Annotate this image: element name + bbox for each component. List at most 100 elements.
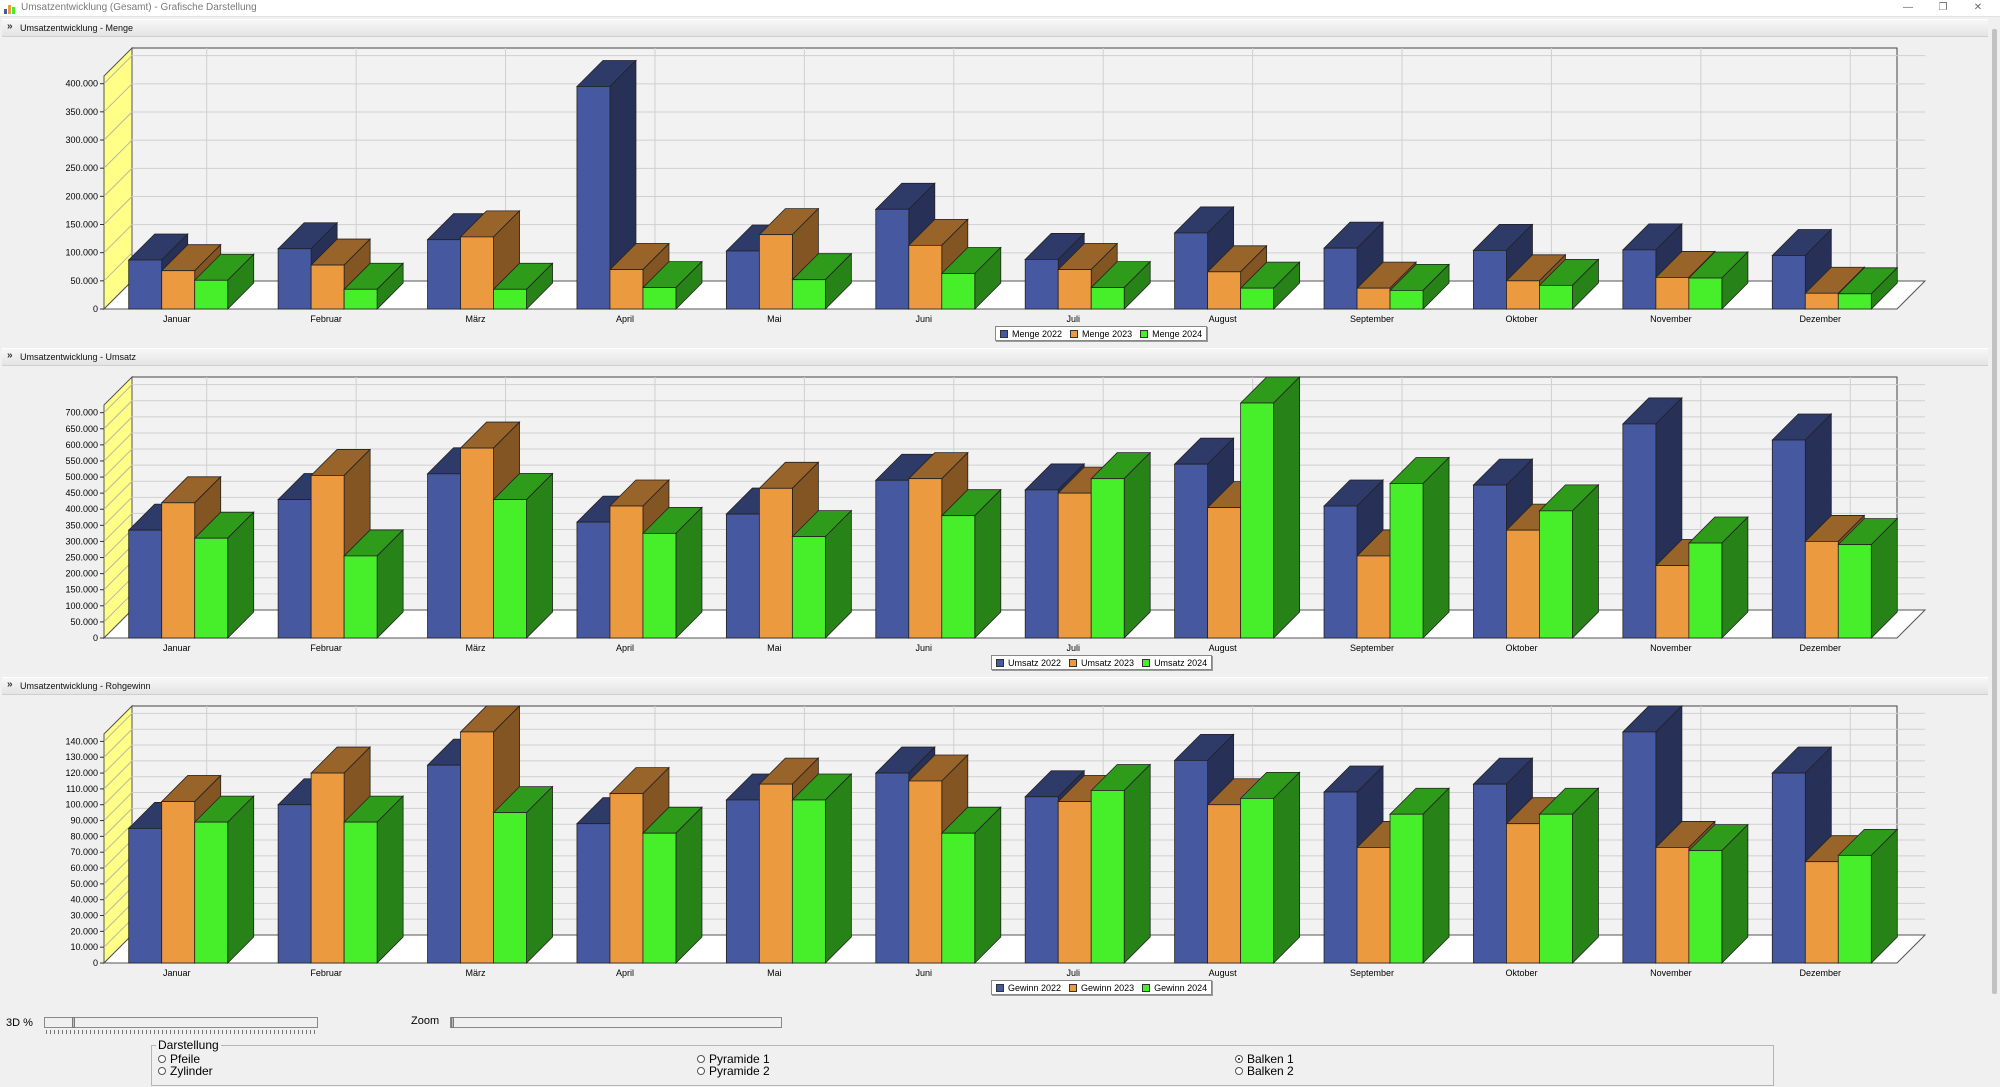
radio-circle[interactable] — [158, 1067, 166, 1075]
bar — [758, 207, 820, 310]
chart-svg: 0 50.000 100.000 150.000 200.000 250.000 300.0… — [65, 46, 1927, 324]
panel-header-menge[interactable]: » Umsatzentwicklung - Menge — [2, 19, 1988, 37]
y-tick-label: 450.000 — [65, 488, 98, 498]
radio-circle[interactable] — [1235, 1055, 1243, 1063]
depth-slider[interactable] — [44, 1017, 318, 1028]
bar-side-face — [1572, 483, 1599, 639]
collapse-chevron-icon[interactable]: » — [7, 350, 13, 361]
y-tick-label: 600.000 — [65, 440, 98, 450]
legend-item: Menge 2022 — [1000, 329, 1062, 339]
legend-swatch — [1000, 329, 1008, 338]
legend-label: Umsatz 2023 — [1081, 657, 1135, 668]
minimize-button[interactable]: — — [1903, 2, 1913, 13]
legend-swatch — [996, 658, 1004, 667]
radio-pyramide-1[interactable]: Pyramide 1 — [697, 1052, 770, 1066]
bar-front-face — [1024, 489, 1059, 639]
bar-side-face — [824, 773, 852, 964]
bar-front-face — [1207, 271, 1242, 310]
bar-front-face — [493, 499, 527, 639]
bar — [492, 262, 554, 310]
y-tick-label: 150.000 — [65, 219, 98, 229]
bar-side-face — [1273, 376, 1301, 639]
x-category-label: August — [1209, 968, 1238, 978]
chart-floor — [102, 934, 1927, 964]
bar — [1538, 258, 1600, 310]
x-category-label: Januar — [163, 314, 191, 324]
legend-item: Gewinn 2023 — [1069, 983, 1134, 993]
legend-swatch — [1142, 658, 1151, 667]
bar-front-face — [1688, 850, 1723, 964]
radio-pyramide-2[interactable]: Pyramide 2 — [697, 1064, 770, 1078]
wall-gridline — [103, 480, 133, 510]
x-category-label: Juni — [916, 968, 933, 978]
close-button[interactable]: ✕ — [1973, 2, 1983, 13]
panel-title-rohgewinn: Umsatzentwicklung - Rohgewinn — [20, 681, 151, 691]
bar-front-face — [1473, 250, 1507, 310]
bar-front-face — [941, 515, 976, 639]
radio-circle[interactable] — [158, 1055, 166, 1063]
x-category-label: April — [616, 643, 634, 653]
x-category-label: Februar — [310, 314, 342, 324]
bar-front-face — [1539, 510, 1573, 639]
radio-circle[interactable] — [697, 1055, 705, 1063]
restore-button[interactable]: ❐ — [1938, 2, 1948, 13]
wall-gridline — [103, 224, 133, 254]
y-tick-label: 350.000 — [65, 107, 98, 117]
bar-front-face — [1024, 259, 1059, 310]
bar — [641, 806, 703, 964]
bar-front-face — [609, 505, 644, 639]
y-tick-label: 20.000 — [70, 926, 98, 936]
panel-title-umsatz: Umsatzentwicklung - Umsatz — [20, 352, 137, 362]
panel-header-umsatz[interactable]: » Umsatzentwicklung - Umsatz — [2, 348, 1988, 366]
bar-front-face — [1804, 292, 1839, 310]
chart-umsatz: 0 50.000 100.000 150.000 200.000 250.000 300.0… — [2, 367, 1988, 677]
bar-front-face — [642, 532, 677, 639]
bar-front-face — [1174, 463, 1209, 639]
bar-front-face — [576, 521, 611, 639]
bar-side-face — [526, 472, 553, 639]
zoom-slider[interactable] — [450, 1017, 782, 1028]
wall-gridline — [103, 561, 133, 591]
radio-circle[interactable] — [697, 1067, 705, 1075]
bar-front-face — [609, 793, 644, 964]
depth-slider-thumb[interactable] — [72, 1017, 75, 1028]
bar-front-face — [1090, 790, 1125, 964]
bar-front-face — [1655, 847, 1690, 964]
bar — [1090, 763, 1152, 964]
radio-zylinder[interactable]: Zylinder — [158, 1064, 213, 1078]
y-tick-label: 150.000 — [65, 585, 98, 595]
chart-back-wall — [131, 705, 1898, 936]
zoom-slider-thumb[interactable] — [451, 1017, 454, 1028]
bar — [940, 488, 1002, 639]
y-tick-label: 550.000 — [65, 456, 98, 466]
collapse-chevron-icon[interactable]: » — [7, 679, 13, 690]
wall-gridline — [103, 545, 133, 574]
x-category-label: Juli — [1066, 314, 1080, 324]
radio-balken-1[interactable]: Balken 1 — [1235, 1052, 1294, 1066]
legend-label: Gewinn 2024 — [1154, 982, 1208, 993]
bar-front-face — [642, 832, 677, 964]
x-category-label: Dezember — [1800, 314, 1842, 324]
wall-gridline — [103, 823, 133, 853]
bar-front-face — [1356, 847, 1391, 964]
x-category-label: Juni — [916, 643, 933, 653]
panel-header-rohgewinn[interactable]: » Umsatzentwicklung - Rohgewinn — [2, 677, 1988, 695]
radio-balken-2[interactable]: Balken 2 — [1235, 1064, 1294, 1078]
x-category-label: Januar — [163, 643, 191, 653]
wall-gridline — [103, 918, 133, 948]
y-tick-label: 30.000 — [70, 911, 98, 921]
scrollbar-thumb[interactable] — [1992, 29, 1997, 994]
radio-pfeile[interactable]: Pfeile — [158, 1052, 200, 1066]
x-category-label: Oktober — [1505, 314, 1537, 324]
bar-front-face — [1174, 232, 1209, 310]
bar — [1687, 251, 1749, 310]
bar-front-face — [1389, 290, 1424, 310]
bar-front-face — [791, 536, 826, 639]
bar — [343, 528, 405, 639]
vertical-scrollbar[interactable] — [1990, 17, 2000, 1004]
y-tick-label: 0 — [93, 958, 98, 968]
y-tick-label: 100.000 — [65, 800, 98, 810]
bar-front-face — [1688, 277, 1723, 310]
radio-circle[interactable] — [1235, 1067, 1243, 1075]
collapse-chevron-icon[interactable]: » — [7, 21, 13, 32]
